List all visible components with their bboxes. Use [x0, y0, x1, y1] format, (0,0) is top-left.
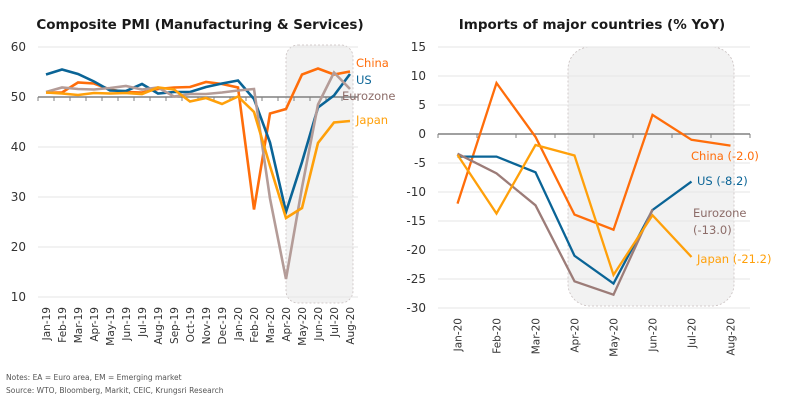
right-x-tick-label: Aug-20	[726, 318, 738, 356]
left-x-tick-label: Mar-20	[265, 307, 277, 343]
right-y-tick-label: -25	[406, 272, 426, 286]
left-x-tick-label: Aug-19	[153, 307, 165, 345]
left-line-china	[46, 67, 351, 210]
left-x-tick-label: May-20	[297, 307, 309, 346]
imports-chart-title: Imports of major countries (% YoY)	[459, 17, 725, 33]
right-x-tick-label: May-20	[609, 318, 621, 357]
left-x-tick-label: Feb-20	[249, 307, 261, 343]
pmi-label-japan: Japan	[355, 113, 388, 127]
left-y-tick-label: 60	[11, 40, 26, 54]
left-x-tick-label: Apr-19	[89, 307, 101, 342]
left-x-tick-label: Jul-19	[137, 307, 149, 338]
right-x-tick-label: Mar-20	[531, 318, 543, 354]
left-x-tick-label: Mar-19	[73, 307, 85, 343]
left-x-tick-label: Sep-19	[169, 307, 181, 344]
notes-text: Notes: EA = Euro area, EM = Emerging mar…	[6, 373, 182, 382]
pmi-label-china: China	[356, 56, 389, 70]
left-x-tick-label: Aug-20	[345, 307, 357, 345]
right-x-tick-label: Feb-20	[492, 318, 504, 354]
right-line-eurozone	[456, 152, 654, 297]
right-line-china	[456, 80, 731, 232]
imports-chart: Imports of major countries (% YoY) 15 10 5…	[406, 17, 771, 357]
left-x-tick-label: Jul-20	[329, 307, 341, 338]
right-y-tick-label: 5	[418, 98, 426, 112]
right-y-tick-label: -15	[406, 214, 426, 228]
imports-label-eurozone-2: (-13.0)	[693, 223, 732, 237]
left-x-tick-label: Jun-19	[121, 307, 133, 342]
left-line-us	[45, 68, 352, 217]
left-x-tick-label: Oct-19	[185, 307, 197, 342]
left-x-tick-label: May-19	[105, 307, 117, 346]
source-text: Source: WTO, Bloomberg, Markit, CEIC, Kr…	[6, 386, 224, 395]
left-y-tick-label: 40	[11, 140, 26, 154]
left-line-eurozone	[45, 70, 351, 280]
left-y-tick-label: 50	[11, 90, 26, 104]
right-x-tick-label: Jul-20	[687, 318, 699, 349]
right-y-tick-label: -20	[406, 243, 426, 257]
left-line-japan	[45, 86, 351, 220]
imports-label-china: China (-2.0)	[691, 149, 759, 163]
right-y-tick-label: -5	[414, 156, 426, 170]
pmi-chart: Composite PMI (Manufacturing & Services)…	[11, 17, 396, 346]
right-y-tick-label: 0	[418, 127, 426, 141]
pmi-label-us: US	[356, 73, 372, 87]
left-y-tick-label: 20	[11, 240, 26, 254]
imports-label-japan: Japan (-21.2)	[696, 252, 771, 266]
left-y-tick-label: 10	[11, 290, 26, 304]
imports-label-eurozone-1: Eurozone	[693, 206, 747, 220]
right-x-tick-label: Jun-20	[648, 318, 660, 353]
left-x-tick-label: Jun-20	[313, 307, 325, 342]
pmi-highlight-region	[285, 44, 354, 304]
left-x-tick-label: Jan-19	[41, 307, 53, 341]
left-x-tick-label: Jan-20	[233, 307, 245, 341]
left-x-tick-label: Dec-19	[217, 307, 229, 344]
right-y-tick-label: 10	[411, 69, 426, 83]
left-x-tick-label: Feb-19	[57, 307, 69, 343]
right-y-tick-label: -10	[406, 185, 426, 199]
left-x-tick-label: Nov-19	[201, 307, 213, 344]
right-x-tick-label: Apr-20	[570, 318, 582, 353]
left-x-tick-label: Apr-20	[281, 307, 293, 342]
left-y-tick-label: 30	[11, 190, 26, 204]
pmi-label-eurozone: Eurozone	[342, 89, 396, 103]
right-y-tick-label: 15	[411, 40, 426, 54]
right-y-tick-label: -30	[406, 301, 426, 315]
right-x-tick-label: Jan-20	[453, 318, 465, 352]
pmi-chart-title: Composite PMI (Manufacturing & Services)	[36, 17, 363, 33]
imports-label-us: US (-8.2)	[697, 174, 748, 188]
